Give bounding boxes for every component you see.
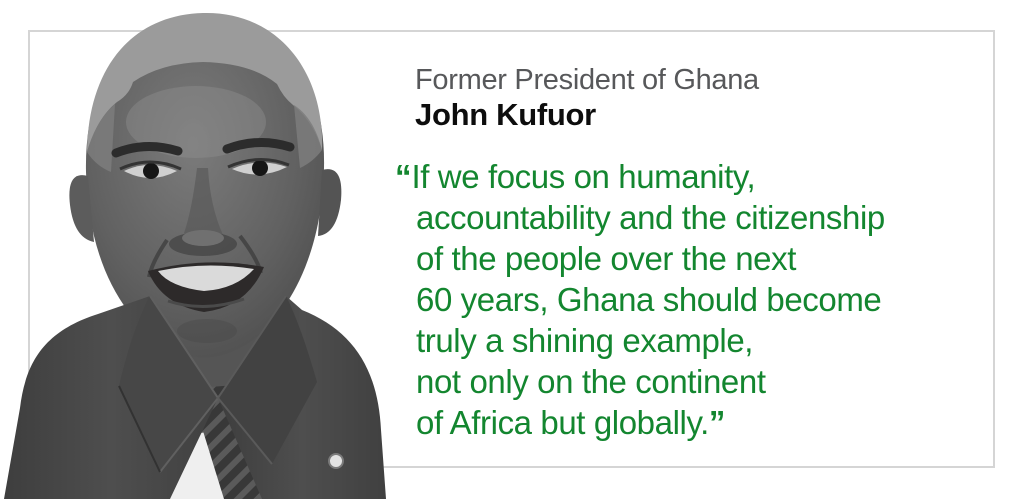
quote-line: truly a shining example, [416, 322, 754, 359]
open-quote-mark: “ [395, 158, 412, 195]
quote-line: accountability and the citizenship [416, 199, 885, 236]
profile-name: John Kufuor [415, 97, 596, 132]
quote-text: “If we focus on humanity, accountability… [395, 156, 1005, 443]
quote-line-text: of Africa but globally. [416, 404, 709, 441]
quote-line-text: If we focus on humanity, [411, 158, 756, 195]
quote-line: “If we focus on humanity, [395, 156, 1005, 197]
quote-line: 60 years, Ghana should become [416, 281, 882, 318]
profile-role: Former President of Ghana [415, 64, 759, 96]
close-quote-mark: ” [708, 404, 726, 441]
quote-line: of Africa but globally.” [395, 402, 1005, 443]
quote-line: not only on the continent [416, 363, 766, 400]
quote-line: of the people over the next [416, 240, 796, 277]
